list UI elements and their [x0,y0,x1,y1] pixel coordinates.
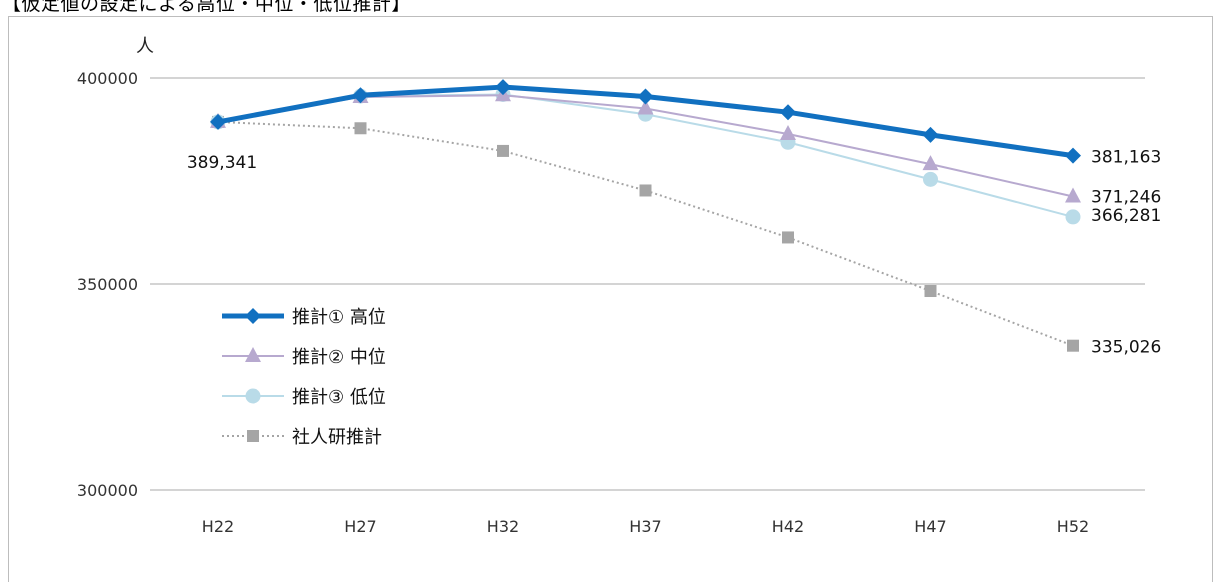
series-3-point [923,171,938,187]
series-2-point [780,125,796,141]
x-tick-label: H52 [1057,517,1089,536]
data-label: 389,341 [187,153,257,173]
data-label: 335,026 [1091,338,1161,358]
chart-frame [8,16,1213,582]
legend-swatch-marker [245,308,261,324]
data-label: 381,163 [1091,148,1161,168]
legend-swatch-marker [245,388,261,404]
series-2-point [637,99,654,115]
legend-label: 社人研推計 [292,427,382,448]
series-4-point [354,122,367,135]
page-title: 【仮定値の設定による高位・中位・低位推計】 [2,0,411,15]
legend-label: 推計③ 低位 [292,387,386,408]
series-2-point [1065,187,1081,203]
series-1-point [495,79,511,96]
y-tick-label: 400000 [77,69,138,88]
series-4-point [639,184,652,197]
series-1-point [1065,147,1081,164]
series-1-point [637,88,654,105]
series-1-point [352,87,369,104]
legend-label: 推計① 高位 [292,307,386,328]
legend-label: 推計② 中位 [292,347,386,368]
y-tick-label: 350000 [77,275,138,294]
legend-swatch-marker [245,347,261,362]
series-4-point [924,285,937,298]
x-tick-label: H42 [772,517,804,536]
data-label: 366,281 [1091,206,1161,226]
x-tick-label: H47 [914,517,946,536]
series-4-point [1067,339,1079,352]
y-axis-unit-label: 人 [136,36,154,57]
data-label: 371,246 [1091,187,1161,207]
series-2-point [922,155,939,171]
legend-swatch-marker [247,430,259,442]
series-3-point [1065,209,1081,225]
x-tick-label: H27 [344,517,376,536]
x-tick-label: H37 [629,517,661,536]
series-4-point [497,144,509,157]
x-tick-label: H22 [202,517,234,536]
series-4-point [782,231,794,244]
y-tick-label: 300000 [77,481,138,500]
series-1-point [922,126,939,143]
series-1-point [780,104,796,121]
series-1-point [210,113,226,130]
x-tick-label: H32 [487,517,519,536]
